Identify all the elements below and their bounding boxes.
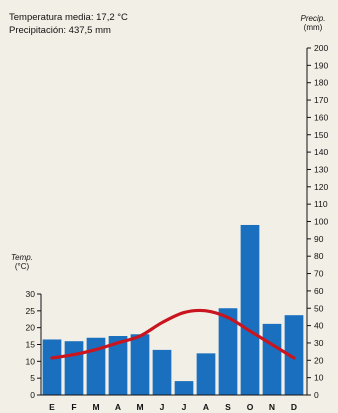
temperature-series (50, 308, 296, 360)
precip-bar (130, 334, 150, 395)
month-label: S (225, 402, 231, 412)
temperature-line (50, 308, 296, 360)
right-tick-label: 40 (314, 321, 324, 331)
left-tick-label: 30 (26, 289, 36, 299)
precip-bar (108, 336, 128, 395)
right-axis-label-1: Precip. (301, 14, 326, 23)
right-tick-label: 0 (314, 390, 319, 400)
right-tick-label: 190 (314, 60, 328, 70)
right-tick-label: 90 (314, 234, 324, 244)
month-label: J (182, 402, 187, 412)
left-tick-label: 5 (30, 373, 35, 383)
right-tick-label: 200 (314, 43, 328, 53)
right-tick-label: 100 (314, 217, 328, 227)
precip-bar (42, 339, 62, 395)
month-label: J (160, 402, 165, 412)
month-label: A (115, 402, 121, 412)
month-label: F (71, 402, 76, 412)
right-tick-label: 160 (314, 112, 328, 122)
right-axis-label-2: (mm) (304, 23, 323, 32)
right-tick-label: 180 (314, 78, 328, 88)
right-tick-label: 130 (314, 164, 328, 174)
precip-bar (64, 341, 84, 395)
right-tick-label: 30 (314, 338, 324, 348)
right-tick-label: 10 (314, 373, 324, 383)
right-tick-label: 120 (314, 182, 328, 192)
precip-bar (218, 308, 238, 395)
header-precipitation: Precipitación: 437,5 mm (9, 25, 111, 36)
header-temperature: Temperatura media: 17,2 °C (9, 12, 128, 23)
month-label: A (203, 402, 209, 412)
precip-bar (240, 224, 260, 395)
left-tick-label: 0 (30, 390, 35, 400)
right-tick-label: 70 (314, 269, 324, 279)
left-tick-label: 20 (26, 323, 36, 333)
right-tick-label: 110 (314, 199, 328, 209)
right-tick-label: 150 (314, 130, 328, 140)
right-tick-label: 20 (314, 355, 324, 365)
left-tick-label: 10 (26, 356, 36, 366)
right-axis: 0 10 20 30 40 50 60 70 80 90 100 110 120 130 140 150 160… (41, 43, 328, 400)
precip-bar (262, 323, 282, 395)
left-axis-label-1: Temp. (11, 253, 33, 262)
precip-bar (174, 381, 194, 395)
month-label: M (92, 402, 99, 412)
precip-bar (196, 353, 216, 395)
month-label: O (247, 402, 254, 412)
right-tick-label: 60 (314, 286, 324, 296)
right-tick-label: 50 (314, 303, 324, 313)
right-tick-label: 80 (314, 251, 324, 261)
precip-bar (284, 315, 304, 395)
month-label: D (291, 402, 297, 412)
month-label: M (136, 402, 143, 412)
month-label: N (269, 402, 275, 412)
left-axis: 0 5 10 15 20 25 30 (26, 289, 42, 400)
precip-bar (152, 349, 172, 395)
right-tick-label: 170 (314, 95, 328, 105)
left-tick-label: 15 (26, 340, 36, 350)
left-tick-label: 25 (26, 306, 36, 316)
month-label: E (49, 402, 55, 412)
right-tick-label: 140 (314, 147, 328, 157)
left-axis-label-2: (°C) (15, 262, 30, 271)
